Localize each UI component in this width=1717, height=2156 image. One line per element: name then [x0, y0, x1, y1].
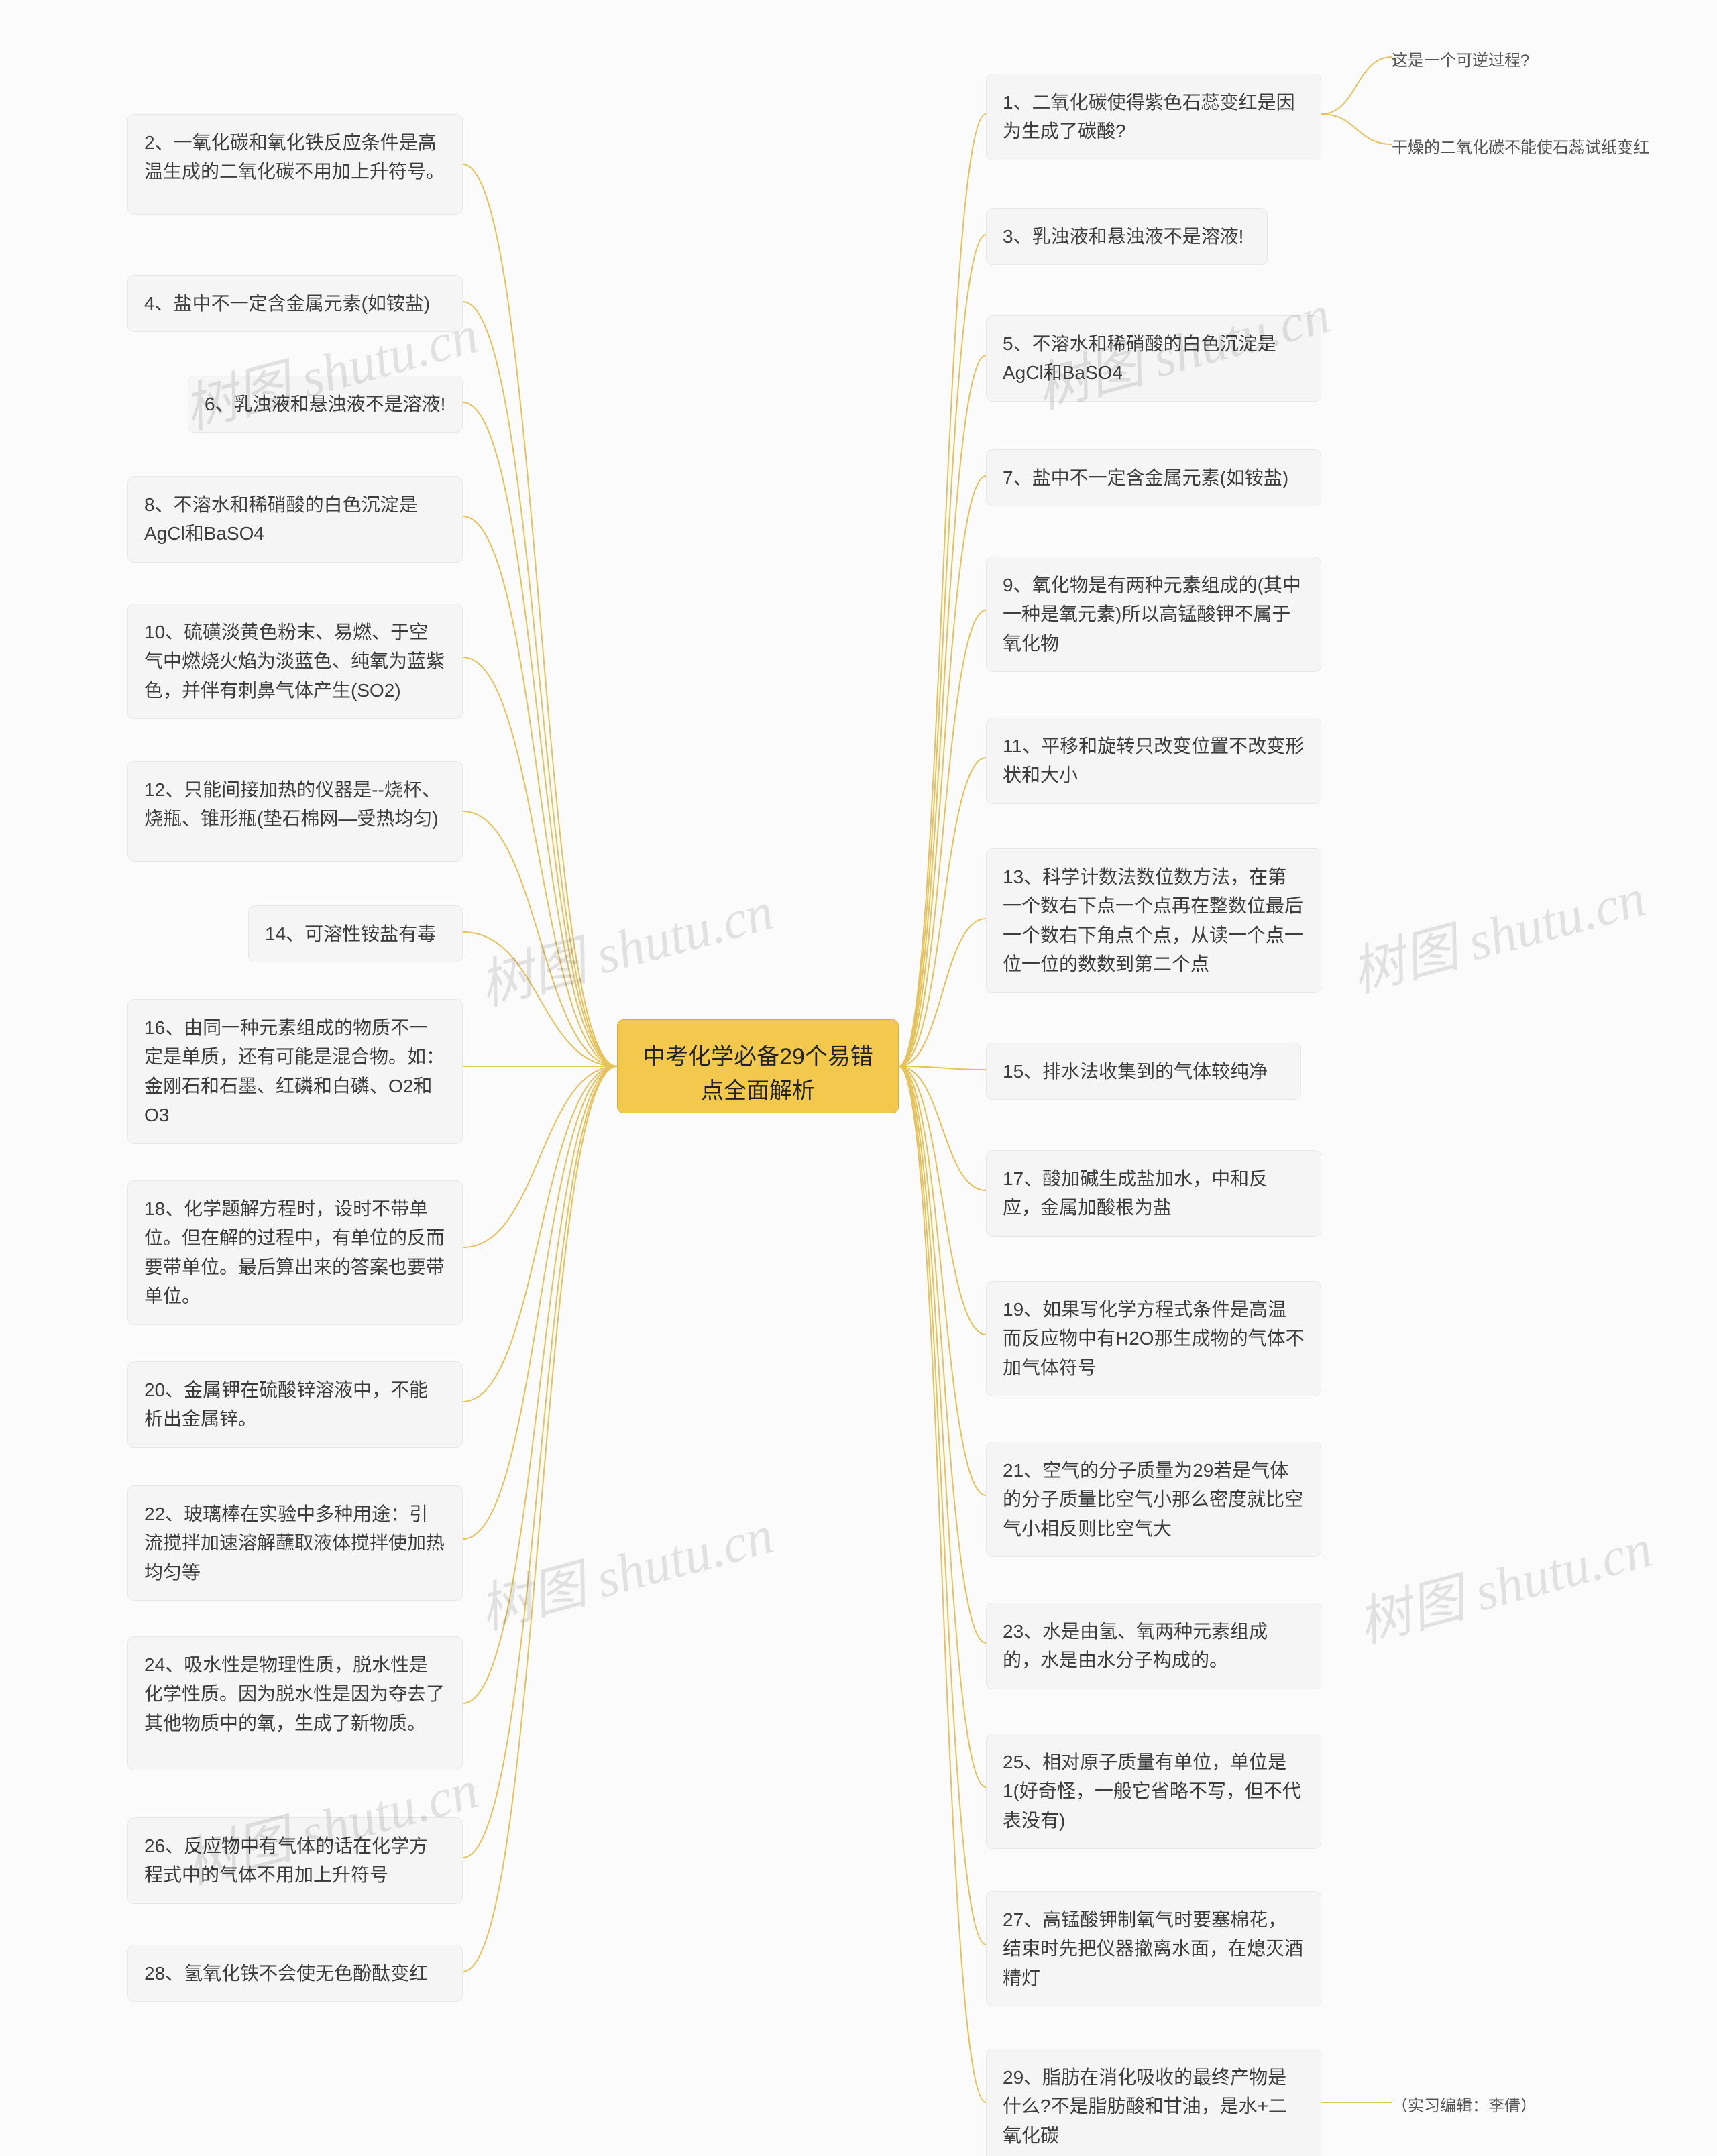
- watermark-4: 树图 shutu.cn: [469, 1491, 781, 1644]
- node-l04: 4、盐中不一定含金属元素(如铵盐): [127, 275, 463, 332]
- node-r13: 13、科学计数法数位数方法，在第一个数右下点一个点再在整数位最后一个数右下角点个…: [986, 848, 1321, 993]
- node-r11: 11、平移和旋转只改变位置不改变形状和大小: [986, 718, 1321, 804]
- node-r21: 21、空气的分子质量为29若是气体的分子质量比空气小那么密度就比空气小相反则比空…: [986, 1442, 1321, 1557]
- node-r05: 5、不溶水和稀硝酸的白色沉淀是AgCl和BaSO4: [986, 315, 1321, 402]
- node-l06: 6、乳浊液和悬浊液不是溶液!: [188, 376, 463, 433]
- node-l18: 18、化学题解方程时，设时不带单位。但在解的过程中，有单位的反而要带单位。最后算…: [127, 1180, 463, 1325]
- node-r25: 25、相对原子质量有单位，单位是1(好奇怪，一般它省略不写，但不代表没有): [986, 1734, 1321, 1849]
- node-l10: 10、硫磺淡黄色粉末、易燃、于空气中燃烧火焰为淡蓝色、纯氧为蓝紫色，并伴有刺鼻气…: [127, 604, 463, 719]
- node-l16: 16、由同一种元素组成的物质不一定是单质，还有可能是混合物。如：金刚石和石墨、红…: [127, 999, 463, 1144]
- node-r09: 9、氧化物是有两种元素组成的(其中一种是氧元素)所以高锰酸钾不属于氧化物: [986, 557, 1321, 672]
- node-r27: 27、高锰酸钾制氧气时要塞棉花，结束时先把仪器撤离水面，在熄灭酒精灯: [986, 1891, 1321, 2006]
- watermark-2: 树图 shutu.cn: [469, 868, 781, 1021]
- node-r29: 29、脂肪在消化吸收的最终产物是什么?不是脂肪酸和甘油，是水+二氧化碳: [986, 2049, 1321, 2156]
- node-l02: 2、一氧化碳和氧化铁反应条件是高温生成的二氧化碳不用加上升符号。: [127, 114, 463, 215]
- node-r17: 17、酸加碱生成盐加水，中和反应，金属加酸根为盐: [986, 1150, 1321, 1237]
- node-r07: 7、盐中不一定含金属元素(如铵盐): [986, 449, 1321, 506]
- node-r23: 23、水是由氢、氧两种元素组成的，水是由水分子构成的。: [986, 1603, 1321, 1689]
- mindmap-page: 中考化学必备29个易错点全面解析 2、一氧化碳和氧化铁反应条件是高温生成的二氧化…: [0, 0, 1717, 2156]
- leaf-r01-1: 干燥的二氧化碳不能使石蕊试纸变红: [1392, 134, 1649, 158]
- node-l24: 24、吸水性是物理性质，脱水性是化学性质。因为脱水性是因为夺去了其他物质中的氧，…: [127, 1636, 463, 1770]
- node-r19: 19、如果写化学方程式条件是高温而反应物中有H2O那生成物的气体不加气体符号: [986, 1281, 1321, 1396]
- node-l26: 26、反应物中有气体的话在化学方程式中的气体不用加上升符号: [127, 1817, 463, 1904]
- node-l28: 28、氢氧化铁不会使无色酚酞变红: [127, 1945, 463, 2002]
- node-l12: 12、只能间接加热的仪器是--烧杯、烧瓶、锥形瓶(垫石棉网—受热均匀): [127, 761, 463, 862]
- node-l14: 14、可溶性铵盐有毒: [248, 905, 463, 962]
- leaf-r29-0: （实习编辑：李倩）: [1392, 2092, 1537, 2116]
- node-l22: 22、玻璃棒在实验中多种用途：引流搅拌加速溶解蘸取液体搅拌使加热均匀等: [127, 1485, 463, 1601]
- watermark-3: 树图 shutu.cn: [1341, 854, 1653, 1007]
- node-r15: 15、排水法收集到的气体较纯净: [986, 1043, 1301, 1100]
- center-node: 中考化学必备29个易错点全面解析: [617, 1019, 899, 1113]
- leaf-r01-0: 这是一个可逆过程?: [1392, 47, 1529, 70]
- watermark-5: 树图 shutu.cn: [1348, 1505, 1659, 1658]
- node-l08: 8、不溶水和稀硝酸的白色沉淀是AgCl和BaSO4: [127, 476, 463, 563]
- node-r03: 3、乳浊液和悬浊液不是溶液!: [986, 208, 1268, 265]
- node-l20: 20、金属钾在硫酸锌溶液中，不能析出金属锌。: [127, 1361, 463, 1448]
- node-r01: 1、二氧化碳使得紫色石蕊变红是因为生成了碳酸?: [986, 74, 1321, 160]
